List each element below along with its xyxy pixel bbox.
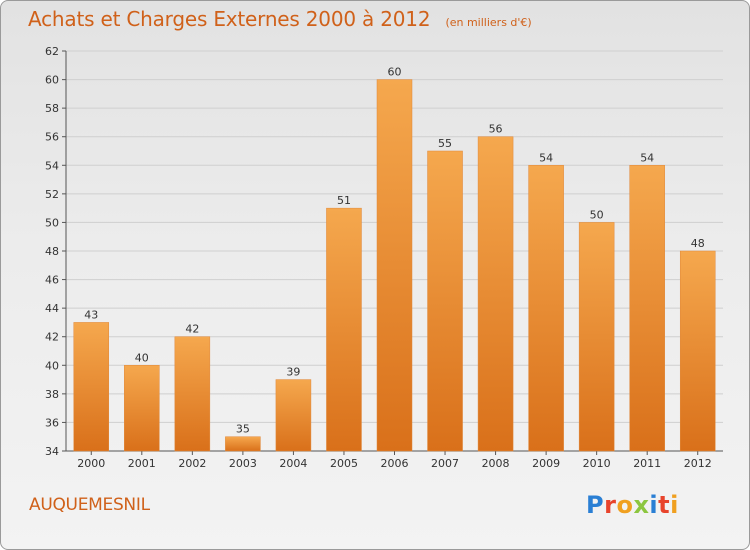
data-label: 35 — [236, 423, 250, 436]
y-tick-label: 50 — [45, 216, 59, 229]
data-label: 55 — [438, 137, 452, 150]
x-tick-label: 2002 — [178, 457, 206, 470]
y-tick-labels: 34 36 38 40 42 44 46 48 50 52 54 56 58 60 62 — [45, 45, 59, 458]
x-tick-label: 2004 — [279, 457, 307, 470]
y-tick-label: 46 — [45, 274, 59, 287]
y-tick-label: 38 — [45, 388, 59, 401]
x-tick-label: 2003 — [229, 457, 257, 470]
logo-letter: i — [649, 491, 659, 519]
bar — [578, 222, 615, 452]
data-label: 48 — [691, 237, 705, 250]
town-name: AUQUEMESNIL — [29, 495, 150, 515]
data-label: 40 — [135, 351, 149, 364]
x-tick-labels: 2000 2001 2002 2003 2004 2005 2006 2007 2008 2009… — [77, 457, 711, 470]
y-tick-label: 60 — [45, 74, 59, 87]
logo-letter: P — [586, 491, 605, 519]
x-tick-label: 2010 — [583, 457, 611, 470]
x-tick-label: 2011 — [633, 457, 661, 470]
data-label: 60 — [388, 66, 402, 79]
bar — [528, 165, 564, 452]
bars — [73, 79, 716, 452]
chart-title-unit: (en milliers d'€) — [445, 16, 532, 29]
bar — [679, 250, 716, 452]
chart-title: Achats et Charges Externes 2000 à 2012 (… — [28, 7, 532, 31]
bar — [326, 207, 362, 452]
y-tick-label: 54 — [45, 159, 59, 172]
bar — [124, 365, 160, 452]
bar — [376, 79, 413, 452]
data-label: 42 — [185, 323, 199, 336]
y-tick-label: 42 — [45, 331, 59, 344]
x-tick-label: 2005 — [330, 457, 358, 470]
y-tick-label: 40 — [45, 359, 59, 372]
logo-letter: i — [670, 491, 679, 519]
x-tick-label: 2012 — [684, 457, 712, 470]
bar — [73, 322, 110, 452]
bar — [477, 136, 514, 452]
y-tick-label: 56 — [45, 131, 59, 144]
x-tick-label: 2007 — [431, 457, 459, 470]
logo-letter: o — [616, 491, 634, 519]
data-label: 54 — [640, 151, 654, 164]
logo-letter: r — [604, 491, 617, 519]
bar — [275, 379, 312, 452]
y-tick-label: 44 — [45, 302, 59, 315]
data-labels: 43 40 42 35 39 51 60 55 56 54 50 54 48 — [84, 66, 704, 436]
x-tick-label: 2006 — [381, 457, 409, 470]
bar — [174, 336, 211, 452]
y-tick-label: 58 — [45, 102, 59, 115]
data-label: 43 — [84, 308, 98, 321]
data-label: 50 — [590, 208, 604, 221]
y-tick-label: 34 — [45, 445, 59, 458]
bar — [427, 150, 463, 452]
y-tick-label: 62 — [45, 45, 59, 58]
logo-letter: x — [633, 491, 650, 519]
bar — [225, 436, 261, 452]
logo-letter: t — [658, 491, 671, 519]
proxiti-logo: Proxiti — [586, 491, 679, 519]
y-tick-label: 48 — [45, 245, 59, 258]
chart-title-main: Achats et Charges Externes 2000 à 2012 — [28, 7, 431, 31]
data-label: 39 — [286, 366, 300, 379]
y-tick-label: 52 — [45, 188, 59, 201]
data-label: 54 — [539, 151, 553, 164]
bar — [629, 165, 665, 452]
x-tick-label: 2000 — [77, 457, 105, 470]
x-tick-label: 2001 — [128, 457, 156, 470]
y-tick-label: 36 — [45, 416, 59, 429]
data-label: 51 — [337, 194, 351, 207]
x-tick-label: 2008 — [482, 457, 510, 470]
x-tick-label: 2009 — [532, 457, 560, 470]
data-label: 56 — [489, 123, 503, 136]
